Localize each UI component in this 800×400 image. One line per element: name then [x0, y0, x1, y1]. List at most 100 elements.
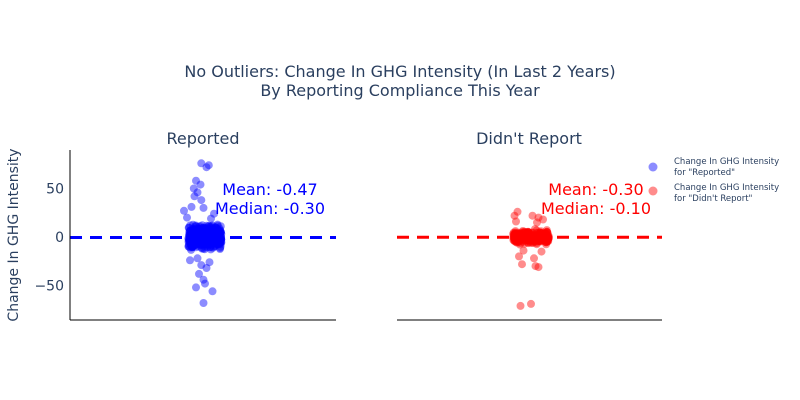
legend-item-reported[interactable]: Change In GHG Intensity for "Reported"	[648, 157, 780, 178]
data-point-not-reported	[527, 299, 535, 308]
data-point-reported	[216, 238, 225, 247]
data-point-not-reported	[537, 247, 546, 256]
data-point-reported	[197, 241, 206, 249]
data-point-reported	[187, 239, 195, 248]
data-point-reported	[204, 222, 213, 231]
data-point-reported	[189, 184, 198, 193]
data-point-not-reported	[543, 237, 552, 246]
legend-label-reported-line-2: for "Reported"	[674, 168, 735, 178]
data-point-reported	[214, 228, 223, 237]
data-point-reported	[201, 231, 210, 239]
data-point-not-reported	[526, 232, 535, 241]
data-point-reported	[202, 240, 211, 249]
data-point-not-reported	[523, 228, 532, 237]
data-point-not-reported	[516, 301, 525, 310]
data-point-reported	[197, 237, 206, 246]
data-point-not-reported	[524, 228, 533, 237]
data-point-reported	[211, 227, 220, 236]
data-point-not-reported	[510, 233, 519, 242]
data-point-reported	[191, 237, 199, 245]
data-point-reported	[217, 228, 225, 237]
data-point-reported	[202, 238, 211, 247]
data-point-reported	[210, 228, 219, 237]
data-point-not-reported	[512, 238, 521, 247]
data-point-not-reported	[510, 233, 519, 242]
data-point-not-reported	[530, 234, 538, 242]
data-point-reported	[192, 226, 201, 235]
data-point-reported	[216, 237, 225, 246]
data-point-reported	[206, 229, 215, 238]
data-point-not-reported	[542, 238, 550, 247]
data-point-not-reported	[511, 227, 520, 236]
data-point-reported	[212, 229, 221, 238]
data-point-not-reported	[530, 237, 539, 246]
data-point-not-reported	[542, 240, 551, 249]
data-point-reported	[200, 227, 209, 236]
data-point-not-reported	[513, 229, 522, 237]
data-point-reported	[188, 241, 197, 250]
data-point-reported	[211, 227, 220, 236]
data-point-reported	[200, 240, 209, 249]
data-point-not-reported	[524, 239, 533, 248]
data-point-not-reported	[541, 229, 550, 238]
data-point-reported	[197, 239, 206, 248]
data-point-reported	[187, 229, 196, 238]
data-point-reported	[201, 239, 210, 248]
data-point-reported	[213, 237, 222, 246]
data-point-reported	[192, 283, 200, 292]
data-point-not-reported	[532, 228, 541, 237]
data-point-reported	[203, 237, 212, 246]
data-point-reported	[199, 275, 208, 284]
data-point-reported	[203, 226, 212, 235]
data-point-reported	[180, 206, 188, 215]
data-point-reported	[206, 228, 215, 237]
data-point-reported	[209, 226, 218, 235]
data-point-not-reported	[510, 211, 519, 220]
data-point-reported	[199, 229, 208, 238]
data-point-not-reported	[529, 232, 538, 241]
data-point-reported	[198, 244, 207, 253]
data-point-reported	[209, 229, 218, 238]
data-point-not-reported	[543, 237, 552, 245]
data-point-reported	[200, 237, 209, 246]
data-point-reported	[198, 223, 207, 232]
data-point-reported	[193, 229, 202, 238]
data-point-not-reported	[542, 226, 551, 235]
data-point-reported	[204, 227, 213, 236]
data-point-reported	[189, 238, 198, 247]
data-point-reported	[200, 228, 209, 237]
data-point-reported	[201, 279, 209, 288]
data-point-reported	[184, 242, 193, 251]
data-point-reported	[202, 227, 211, 236]
data-point-reported	[206, 241, 215, 250]
data-point-reported	[198, 221, 207, 230]
data-point-reported	[194, 224, 203, 233]
data-point-reported	[201, 238, 210, 247]
legend-item-didnt-report[interactable]: Change In GHG Intensity for "Didn't Repo…	[648, 183, 780, 204]
data-point-not-reported	[516, 239, 525, 248]
data-point-reported	[196, 180, 205, 189]
data-point-not-reported	[543, 237, 552, 246]
data-point-reported	[196, 240, 205, 249]
panel-title-didnt-report: Didn't Report	[476, 129, 582, 148]
data-point-not-reported	[530, 232, 539, 241]
data-point-reported	[215, 238, 223, 247]
data-point-reported	[207, 239, 216, 247]
data-point-not-reported	[527, 231, 536, 240]
data-point-reported	[191, 229, 200, 238]
data-point-not-reported	[524, 227, 533, 236]
data-point-reported	[199, 224, 208, 232]
data-point-reported	[201, 233, 210, 242]
data-point-reported	[197, 229, 206, 238]
data-point-reported	[204, 226, 213, 235]
data-point-reported	[188, 242, 197, 251]
data-point-reported	[185, 227, 194, 235]
data-point-not-reported	[534, 236, 543, 245]
data-point-not-reported	[528, 228, 536, 237]
data-point-not-reported	[513, 236, 522, 245]
data-point-reported	[208, 237, 217, 246]
mean-annotation-reported: Mean: -0.47	[222, 180, 317, 199]
data-point-reported	[215, 229, 224, 238]
data-point-reported	[187, 229, 196, 238]
data-point-reported	[207, 229, 216, 238]
